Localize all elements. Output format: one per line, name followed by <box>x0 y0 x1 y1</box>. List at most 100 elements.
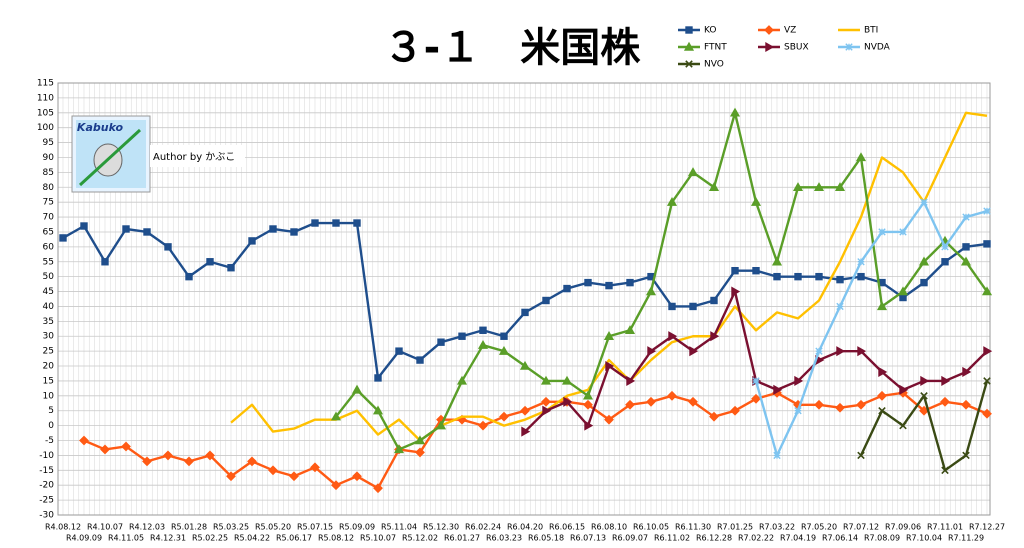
marker <box>773 384 783 395</box>
marker <box>792 182 804 191</box>
marker <box>983 240 991 248</box>
marker <box>519 360 531 370</box>
legend-marker <box>685 26 693 34</box>
marker <box>582 390 594 400</box>
marker <box>771 256 783 266</box>
marker <box>836 346 846 357</box>
marker <box>374 374 382 382</box>
marker <box>603 331 615 340</box>
legend-marker <box>683 41 695 51</box>
marker <box>794 375 804 386</box>
marker <box>625 399 635 410</box>
x-tick-label: R7.11.01 <box>927 523 963 532</box>
marker <box>395 347 403 355</box>
marker <box>667 390 677 401</box>
marker <box>268 465 278 476</box>
marker <box>604 414 614 425</box>
x-tick-label: R5.01.28 <box>171 523 207 532</box>
y-tick-label: 100 <box>37 123 54 133</box>
x-tick-label: R4.08.12 <box>45 523 81 532</box>
marker <box>542 405 552 416</box>
y-tick-label: 95 <box>43 138 54 148</box>
marker <box>836 302 844 311</box>
marker <box>437 338 445 346</box>
x-tick-label: R5.03.25 <box>213 523 249 532</box>
marker <box>584 278 592 287</box>
marker <box>836 275 844 284</box>
marker <box>688 396 698 407</box>
marker <box>877 390 887 401</box>
marker <box>247 456 257 467</box>
marker <box>983 207 991 215</box>
marker <box>541 396 551 407</box>
series <box>857 377 991 475</box>
marker <box>626 278 634 287</box>
marker <box>918 256 930 266</box>
plot-border <box>57 82 991 516</box>
marker <box>983 346 993 357</box>
marker <box>941 375 951 386</box>
legend-label: BTI <box>864 26 878 36</box>
marker <box>499 411 509 422</box>
legend-marker <box>845 43 853 51</box>
marker <box>689 346 699 357</box>
marker <box>878 406 886 415</box>
marker <box>479 326 487 334</box>
legend-marker <box>765 41 775 53</box>
x-tick-label: R4.12.03 <box>129 523 165 532</box>
x-tick-label: R7.02.22 <box>738 534 774 543</box>
marker <box>624 325 636 334</box>
chart-title: ３-１ 米国株 <box>384 25 642 71</box>
x-tick-label: R7.04.19 <box>780 534 816 543</box>
marker <box>941 243 949 251</box>
marker <box>751 393 761 404</box>
marker <box>899 421 907 430</box>
marker <box>666 196 678 206</box>
marker <box>373 483 383 494</box>
x-tick-label: R7.03.22 <box>759 523 795 532</box>
marker <box>962 213 970 221</box>
marker <box>80 222 88 230</box>
logo-text: Kabuko <box>77 121 124 134</box>
marker <box>961 399 971 410</box>
y-tick-label: 70 <box>43 213 55 223</box>
series-line <box>754 200 988 457</box>
y-tick-label: 0 <box>48 421 54 431</box>
marker <box>729 107 741 117</box>
marker <box>605 360 615 372</box>
marker <box>920 375 930 386</box>
marker <box>414 435 426 445</box>
author: Author by かぶこ <box>153 151 235 163</box>
y-tick-label: -5 <box>45 436 54 446</box>
x-tick-label: R5.06.17 <box>276 534 312 543</box>
marker <box>940 396 950 407</box>
y-tick-label: 40 <box>43 302 55 312</box>
marker <box>941 466 949 475</box>
marker <box>899 384 909 395</box>
author-box <box>150 145 245 167</box>
y-tick-label: 60 <box>43 242 55 252</box>
marker <box>920 198 928 206</box>
marker <box>960 256 972 266</box>
marker <box>122 225 130 233</box>
x-tick-label: R7.08.09 <box>864 534 900 543</box>
marker <box>79 435 89 446</box>
series-line <box>335 111 988 451</box>
marker <box>458 332 466 340</box>
marker <box>100 444 110 455</box>
logo: Kabuko Author by かぶこ <box>71 115 245 193</box>
marker <box>815 347 823 355</box>
y-tick-label: 110 <box>37 93 54 103</box>
x-tick-label: R7.12.27 <box>969 523 1005 532</box>
marker <box>730 405 740 416</box>
marker <box>143 228 151 236</box>
legend-label: NVO <box>704 60 724 70</box>
x-tick-label: R5.09.09 <box>339 523 375 532</box>
marker <box>561 375 573 385</box>
y-tick-label: 25 <box>43 347 54 357</box>
marker <box>393 444 405 454</box>
marker <box>184 456 194 467</box>
x-tick-label: R5.04.22 <box>234 534 270 543</box>
series <box>752 198 991 460</box>
series <box>59 219 991 382</box>
